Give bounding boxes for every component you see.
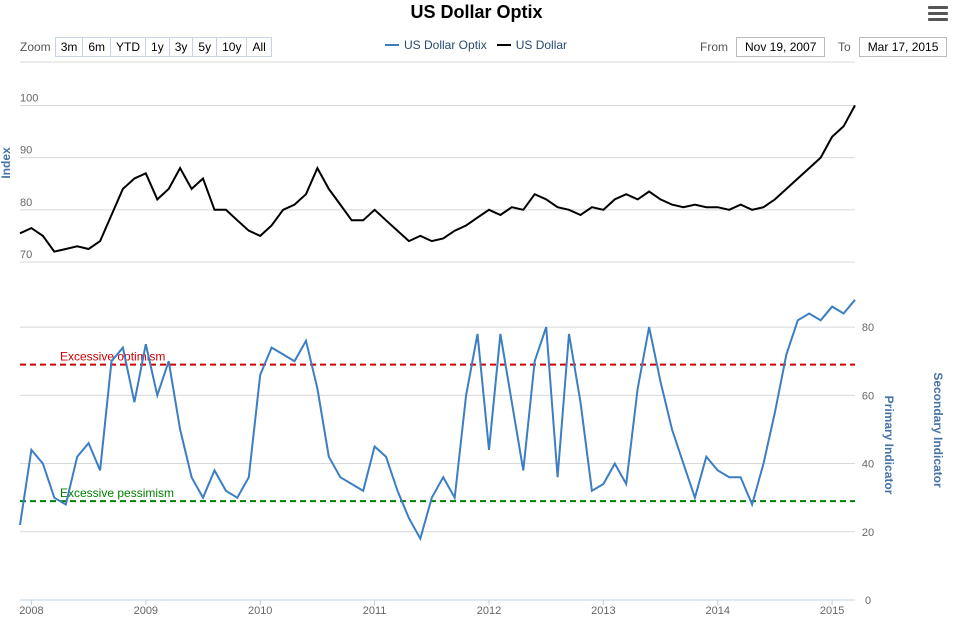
primary-tick-label: 40 (862, 459, 874, 471)
zoom-5y-button[interactable]: 5y (193, 38, 218, 56)
to-date-input[interactable]: Mar 17, 2015 (858, 37, 948, 57)
x-tick-label: 2014 (705, 605, 729, 617)
hamburger-menu-icon[interactable] (928, 6, 948, 22)
legend-line-dollar (496, 44, 511, 46)
from-date-input[interactable]: Nov 19, 2007 (736, 37, 826, 57)
to-label: To (838, 40, 851, 54)
legend-line-optix (385, 44, 399, 46)
zoom-3y-button[interactable]: 3y (169, 38, 194, 56)
zoom-buttons: 3m 6m YTD 1y 3y 5y 10y All (54, 37, 272, 57)
optimism-label: Excessive optimism (60, 350, 165, 364)
x-tick-label: 2010 (248, 605, 272, 617)
us-dollar-line (19, 104, 856, 253)
x-tick-label: 2011 (363, 605, 387, 617)
from-label: From (700, 40, 728, 54)
secondary-axis-title: Secondary Indicator (931, 372, 945, 488)
primary-tick-label: 0 (865, 595, 871, 607)
index-tick-label: 80 (20, 197, 32, 209)
zoom-label: Zoom (20, 40, 51, 54)
primary-axis-title: Primary Indicator (882, 396, 896, 495)
zoom-all-button[interactable]: All (247, 38, 271, 56)
range-from: From Nov 19, 2007 (700, 37, 826, 57)
index-tick-label: 100 (20, 92, 38, 104)
index-axis-title: Index (0, 147, 13, 179)
legend-label-optix: US Dollar Optix (404, 38, 487, 52)
chart-title: US Dollar Optix (410, 2, 543, 22)
index-tick-label: 70 (20, 249, 32, 261)
pessimism-label: Excessive pessimism (60, 486, 174, 500)
x-axis: 2008 2009 2010 2011 2012 2013 2014 2015 (19, 599, 855, 617)
series (19, 104, 856, 542)
primary-tick-label: 60 (862, 390, 874, 402)
x-tick-label: 2012 (477, 605, 501, 617)
legend: US Dollar Optix US Dollar (385, 38, 577, 52)
zoom-control: Zoom 3m 6m YTD 1y 3y 5y 10y All (20, 37, 272, 57)
annotations: Excessive optimism Excessive pessimism (20, 350, 855, 503)
zoom-3m-button[interactable]: 3m (55, 38, 84, 56)
index-axis: 70 80 90 100 (20, 92, 38, 261)
primary-tick-label: 20 (862, 527, 874, 539)
index-tick-label: 90 (20, 145, 32, 157)
legend-item-dollar[interactable]: US Dollar (496, 38, 568, 52)
primary-axis: 0 20 40 60 80 (862, 322, 874, 607)
x-tick-label: 2008 (19, 605, 43, 617)
legend-label-dollar: US Dollar (515, 38, 568, 52)
x-tick-label: 2013 (591, 605, 615, 617)
legend-item-optix[interactable]: US Dollar Optix (385, 38, 487, 52)
x-tick-label: 2015 (820, 605, 844, 617)
zoom-6m-button[interactable]: 6m (83, 38, 112, 56)
range-to: To Mar 17, 2015 (838, 37, 948, 57)
zoom-1y-button[interactable]: 1y (146, 38, 170, 56)
zoom-10y-button[interactable]: 10y (217, 38, 248, 56)
x-tick-label: 2009 (134, 605, 158, 617)
primary-tick-label: 80 (862, 322, 874, 334)
grid (20, 61, 855, 601)
us-dollar-optix-line (19, 299, 856, 542)
zoom-ytd-button[interactable]: YTD (111, 38, 147, 56)
